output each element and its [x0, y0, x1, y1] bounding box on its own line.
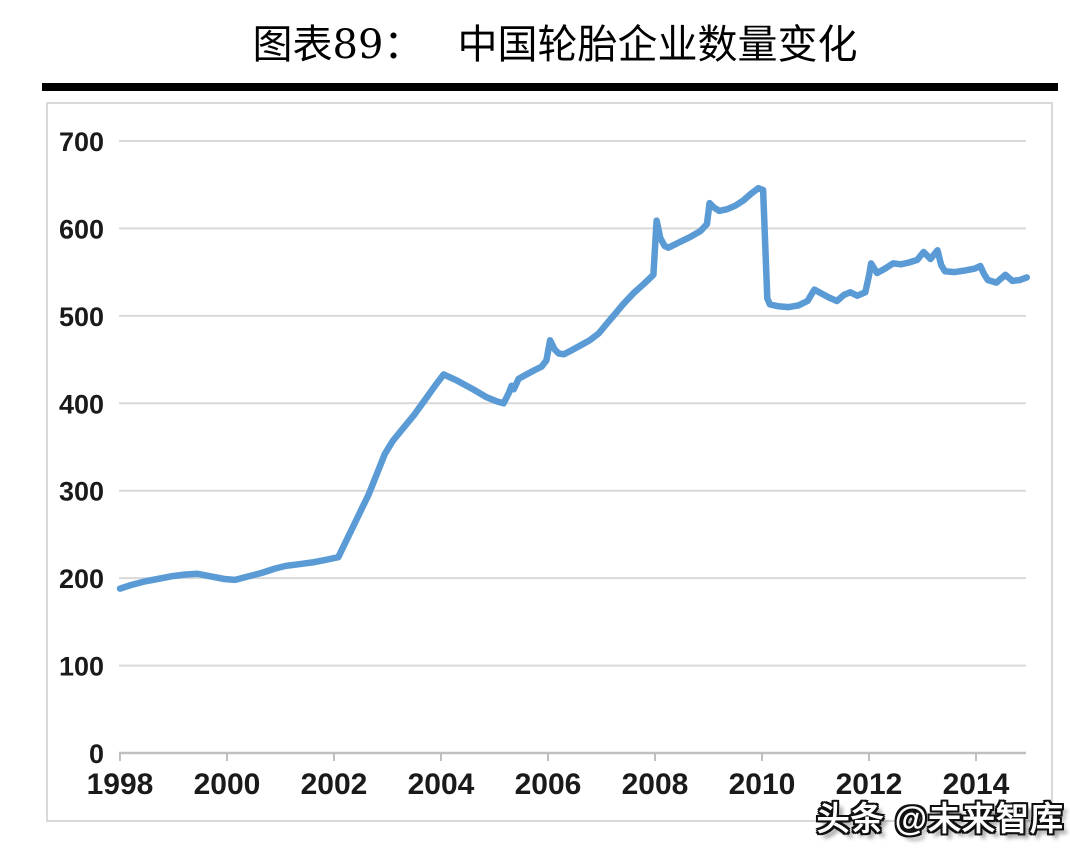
figure-label: 图表89： [252, 22, 424, 68]
x-tick-label: 2008 [622, 768, 689, 801]
title-divider-bar [42, 83, 1058, 91]
watermark: 头条 @未来智库 [816, 800, 1064, 837]
y-tick-label: 700 [59, 127, 104, 157]
y-tick-label: 100 [59, 652, 104, 682]
x-tick-label: 2010 [729, 768, 796, 801]
x-tick-label: 2002 [301, 768, 368, 801]
x-tick-label: 2012 [836, 768, 903, 801]
y-tick-label: 500 [59, 302, 104, 332]
line-chart: 1998 2000 2002 2004 2006 2008 2010 2012 2014 0 100… [59, 127, 1031, 801]
figure-title-text: 中国轮胎企业数量变化 [457, 22, 858, 68]
y-tick-label: 300 [59, 477, 104, 507]
x-tick-label: 2014 [943, 768, 1010, 801]
y-tick-label: 0 [89, 739, 104, 769]
y-tick-label: 400 [59, 389, 104, 419]
x-tick-label: 2000 [194, 768, 261, 801]
y-tick-label: 200 [59, 564, 104, 594]
chart-area: 1998 2000 2002 2004 2006 2008 2010 2012 2014 0 100… [46, 102, 1053, 822]
y-tick-label: 600 [59, 214, 104, 244]
data-line [116, 184, 1031, 592]
x-tick-label: 2004 [408, 768, 475, 801]
x-tick-label: 2006 [515, 768, 582, 801]
x-tick-label: 1998 [87, 768, 154, 801]
chart-title: 图表89： 中国轮胎企业数量变化 [0, 12, 1070, 70]
